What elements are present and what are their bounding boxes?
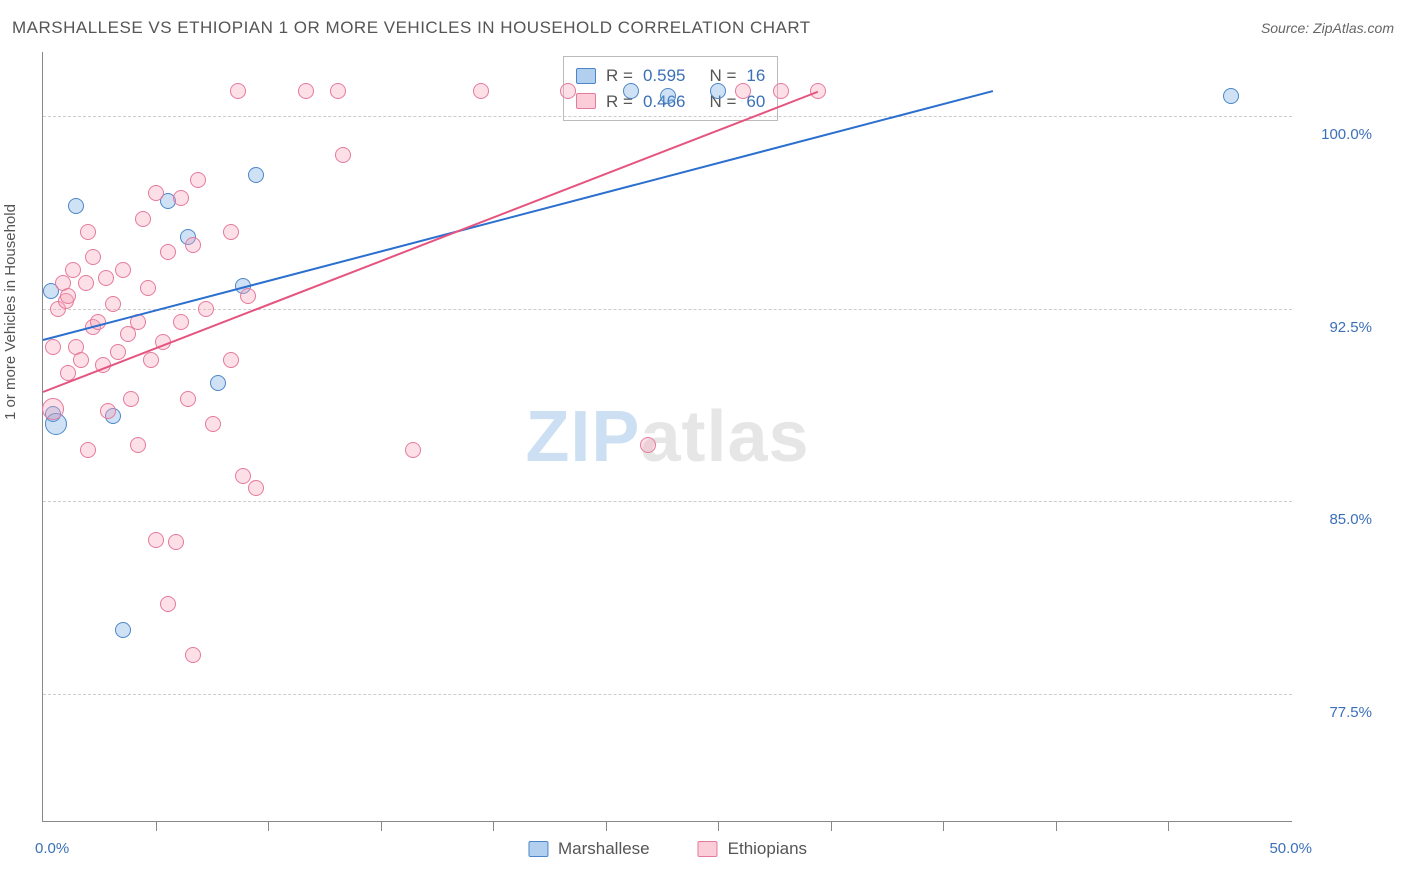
data-point (248, 167, 264, 183)
data-point (68, 198, 84, 214)
data-point (205, 416, 221, 432)
gridline (43, 694, 1292, 695)
data-point (140, 280, 156, 296)
y-tick-label: 77.5% (1302, 704, 1372, 721)
data-point (298, 83, 314, 99)
gridline (43, 309, 1292, 310)
series-legend: Marshallese Ethiopians (528, 839, 807, 859)
x-tick-mark (268, 821, 269, 831)
chart-title: MARSHALLESE VS ETHIOPIAN 1 OR MORE VEHIC… (12, 18, 811, 38)
legend-item: Ethiopians (698, 839, 807, 859)
data-point (330, 83, 346, 99)
data-point (45, 339, 61, 355)
y-tick-label: 100.0% (1302, 126, 1372, 143)
x-tick-mark (606, 821, 607, 831)
data-point (473, 83, 489, 99)
x-axis-max-label: 50.0% (1269, 840, 1312, 857)
legend-item: Marshallese (528, 839, 650, 859)
data-point (640, 437, 656, 453)
legend-swatch (576, 93, 596, 109)
plot-area: ZIPatlas R =0.595N =16R =0.466N =60 0.0%… (42, 52, 1292, 822)
data-point (185, 647, 201, 663)
watermark-zip: ZIP (525, 397, 640, 477)
data-point (143, 352, 159, 368)
legend-label: Marshallese (558, 839, 650, 859)
data-point (235, 468, 251, 484)
legend-r-value: 0.595 (643, 63, 686, 89)
x-tick-mark (1168, 821, 1169, 831)
data-point (105, 296, 121, 312)
trend-line (43, 91, 819, 393)
data-point (160, 596, 176, 612)
data-point (85, 249, 101, 265)
data-point (405, 442, 421, 458)
data-point (210, 375, 226, 391)
data-point (148, 532, 164, 548)
data-point (73, 352, 89, 368)
data-point (710, 83, 726, 99)
data-point (735, 83, 751, 99)
data-point (80, 224, 96, 240)
y-tick-label: 92.5% (1302, 319, 1372, 336)
x-tick-mark (381, 821, 382, 831)
header: MARSHALLESE VS ETHIOPIAN 1 OR MORE VEHIC… (12, 18, 1394, 38)
data-point (123, 391, 139, 407)
legend-label: Ethiopians (728, 839, 807, 859)
y-tick-label: 85.0% (1302, 511, 1372, 528)
y-axis-label: 1 or more Vehicles in Household (2, 204, 19, 420)
data-point (168, 534, 184, 550)
data-point (78, 275, 94, 291)
data-point (110, 344, 126, 360)
data-point (1223, 88, 1239, 104)
data-point (335, 147, 351, 163)
x-tick-mark (1056, 821, 1057, 831)
x-axis-min-label: 0.0% (35, 840, 69, 857)
legend-swatch (576, 68, 596, 84)
data-point (173, 190, 189, 206)
data-point (160, 244, 176, 260)
data-point (560, 83, 576, 99)
data-point (623, 83, 639, 99)
data-point (60, 288, 76, 304)
x-tick-mark (156, 821, 157, 831)
data-point (65, 262, 81, 278)
data-point (660, 88, 676, 104)
x-tick-mark (718, 821, 719, 831)
data-point (42, 398, 64, 420)
data-point (173, 314, 189, 330)
data-point (773, 83, 789, 99)
legend-swatch (528, 841, 548, 857)
trend-line (43, 91, 994, 342)
data-point (80, 442, 96, 458)
x-tick-mark (493, 821, 494, 831)
watermark: ZIPatlas (525, 396, 809, 478)
gridline (43, 116, 1292, 117)
data-point (180, 391, 196, 407)
data-point (223, 224, 239, 240)
data-point (810, 83, 826, 99)
data-point (190, 172, 206, 188)
data-point (115, 262, 131, 278)
data-point (230, 83, 246, 99)
data-point (98, 270, 114, 286)
data-point (115, 622, 131, 638)
data-point (100, 403, 116, 419)
source-attribution: Source: ZipAtlas.com (1261, 20, 1394, 36)
data-point (130, 437, 146, 453)
x-tick-mark (943, 821, 944, 831)
data-point (148, 185, 164, 201)
data-point (223, 352, 239, 368)
watermark-atlas: atlas (640, 397, 809, 477)
data-point (198, 301, 214, 317)
x-tick-mark (831, 821, 832, 831)
data-point (248, 480, 264, 496)
data-point (240, 288, 256, 304)
data-point (135, 211, 151, 227)
data-point (185, 237, 201, 253)
legend-swatch (698, 841, 718, 857)
gridline (43, 501, 1292, 502)
